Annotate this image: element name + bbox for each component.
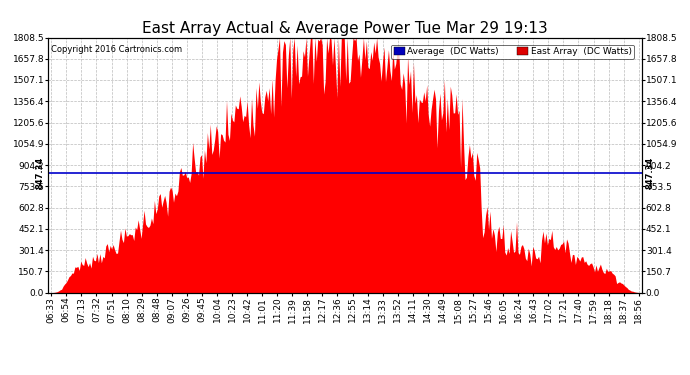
Text: 847.34: 847.34 [35, 157, 44, 189]
Legend: Average  (DC Watts), East Array  (DC Watts): Average (DC Watts), East Array (DC Watts… [391, 45, 634, 59]
Text: 847.34: 847.34 [646, 157, 655, 189]
Title: East Array Actual & Average Power Tue Mar 29 19:13: East Array Actual & Average Power Tue Ma… [142, 21, 548, 36]
Text: Copyright 2016 Cartronics.com: Copyright 2016 Cartronics.com [51, 45, 182, 54]
